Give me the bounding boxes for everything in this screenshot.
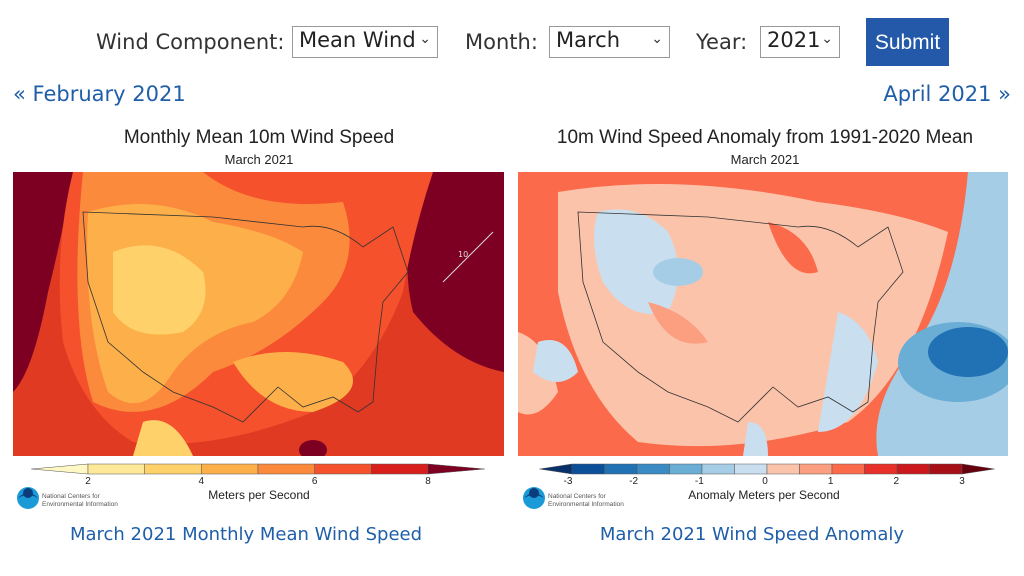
colorbar-tick-label: 2	[893, 476, 900, 487]
right-map-subtitle: March 2021	[730, 152, 800, 167]
left-colorbar-unit: Meters per Second	[208, 488, 310, 502]
colorbar-segment	[896, 463, 930, 475]
chevron-down-icon: ⌄	[821, 31, 833, 47]
mean-wind-speed-map[interactable]: 10	[13, 172, 504, 456]
colorbar-tick-label: -2	[629, 476, 639, 487]
colorbar-low-triangle	[31, 463, 89, 475]
colorbar-high-triangle	[961, 463, 995, 475]
right-map-title: 10m Wind Speed Anomaly from 1991-2020 Me…	[556, 127, 974, 148]
colorbar-segment	[201, 463, 259, 475]
chevron-down-icon: ⌄	[419, 31, 431, 47]
noaa-logo-icon	[523, 487, 545, 509]
colorbar-segment	[669, 463, 703, 475]
colorbar-tick-label: 1	[827, 476, 834, 487]
colorbar-low-triangle	[539, 463, 573, 475]
colorbar-segment	[766, 463, 800, 475]
colorbar-tick-label: 0	[762, 476, 768, 487]
colorbar-segment	[799, 463, 833, 475]
wind-form: Wind Component: Mean Wind ⌄ Month: March ⌄…	[0, 18, 1024, 68]
anomaly-colorbar	[539, 463, 995, 475]
contour-label: 10	[458, 250, 468, 259]
right-colorbar-unit: Anomaly Meters per Second	[688, 488, 840, 502]
wind-component-select[interactable]: Mean Wind ⌄	[292, 26, 438, 58]
year-label: Year:	[696, 30, 748, 54]
colorbar-tick-label: 8	[425, 476, 431, 487]
wind-component-value: Mean Wind	[299, 28, 416, 52]
colorbar-tick-label: 3	[959, 476, 965, 487]
previous-month-link[interactable]: « February 2021	[13, 82, 186, 106]
wind-anomaly-map[interactable]	[518, 172, 1008, 456]
year-value: 2021	[767, 28, 821, 52]
colorbar-segment	[371, 463, 429, 475]
colorbar-segment	[864, 463, 898, 475]
month-label: Month:	[465, 30, 538, 54]
wind-component-label: Wind Component:	[96, 30, 285, 54]
month-value: March	[556, 28, 621, 52]
colorbar-segment	[314, 463, 372, 475]
next-month-link[interactable]: April 2021 »	[883, 82, 1011, 106]
colorbar-segment	[257, 463, 315, 475]
colorbar-tick-label: 4	[198, 476, 205, 487]
colorbar-tick-label: 6	[311, 476, 318, 487]
ncei-label: National Centers for Environmental Inform…	[548, 493, 624, 508]
colorbar-tick-label: 2	[85, 476, 91, 487]
left-map-title: Monthly Mean 10m Wind Speed	[123, 127, 395, 148]
colorbar-tick-label: -3	[563, 476, 573, 487]
colorbar-segment	[734, 463, 768, 475]
colorbar-high-triangle	[427, 463, 485, 475]
colorbar-segment	[701, 463, 735, 475]
colorbar-segment	[929, 463, 963, 475]
colorbar-segment	[831, 463, 865, 475]
month-select[interactable]: March ⌄	[549, 26, 670, 58]
chevron-down-icon: ⌄	[651, 31, 663, 47]
submit-button[interactable]: Submit	[866, 18, 949, 66]
left-map-link[interactable]: March 2021 Monthly Mean Wind Speed	[69, 524, 423, 545]
colorbar-segment	[636, 463, 670, 475]
mean-wind-colorbar	[31, 463, 485, 475]
right-map-link[interactable]: March 2021 Wind Speed Anomaly	[599, 524, 905, 545]
ncei-label: National Centers for Environmental Inform…	[42, 493, 118, 508]
colorbar-segment	[87, 463, 145, 475]
colorbar-segment	[571, 463, 605, 475]
year-select[interactable]: 2021 ⌄	[760, 26, 840, 58]
colorbar-segment	[604, 463, 638, 475]
noaa-logo-icon	[17, 487, 39, 509]
colorbar-segment	[144, 463, 202, 475]
left-map-subtitle: March 2021	[224, 152, 294, 167]
colorbar-tick-label: -1	[694, 476, 704, 487]
